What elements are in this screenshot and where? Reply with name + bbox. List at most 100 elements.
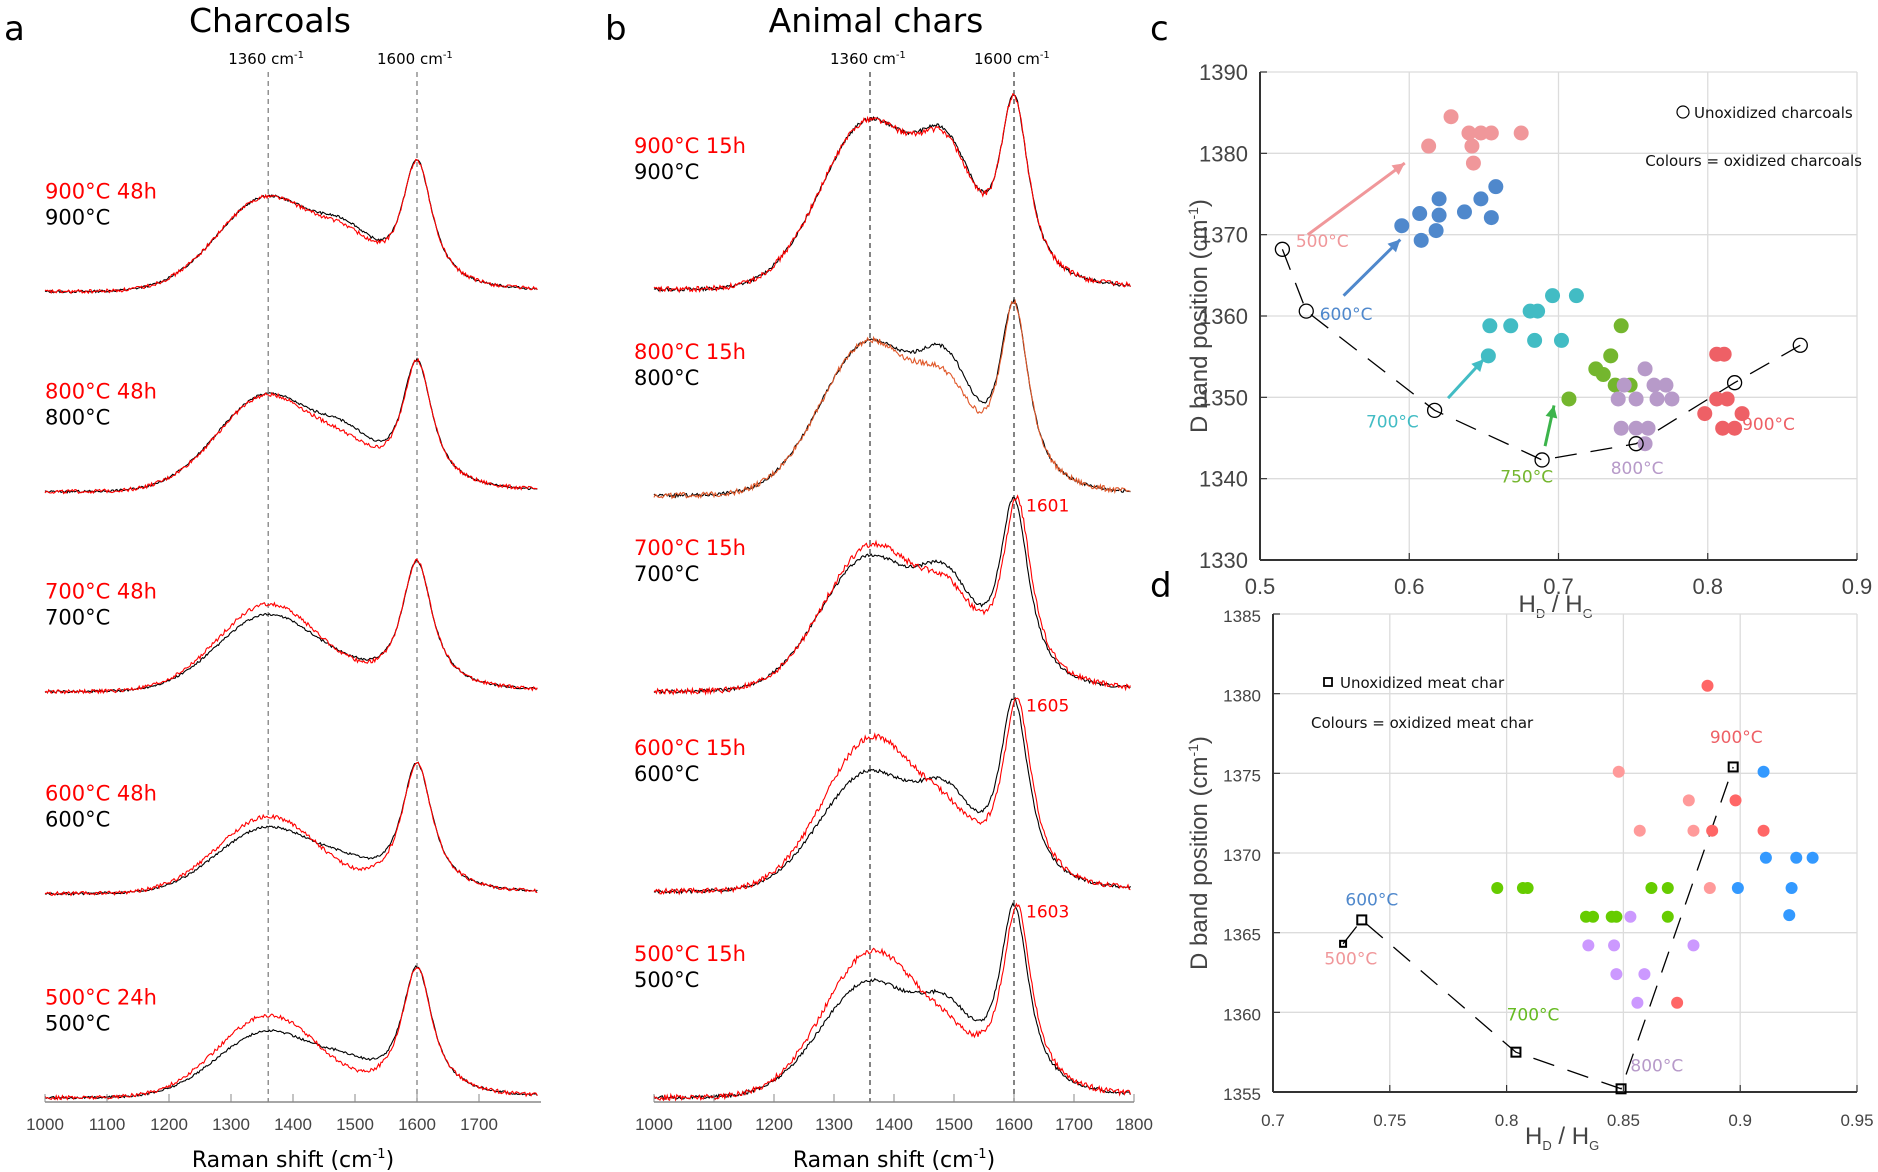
point-500c-1 — [1633, 824, 1646, 837]
spectrum-black-2 — [44, 559, 538, 694]
oxidized-label-2: 700°C 15h — [634, 536, 746, 560]
point-700c-3 — [1645, 882, 1658, 895]
oxidized-label-1: 800°C 15h — [634, 340, 746, 364]
point-500c-5 — [1513, 125, 1529, 141]
arrow-head-3 — [1545, 405, 1558, 419]
paren: ) — [1186, 736, 1213, 744]
spectrum-red-4 — [653, 902, 1131, 1103]
annotation-900°C: 900°C — [1710, 728, 1763, 748]
annotation-600°C: 600°C — [1345, 891, 1398, 911]
unoxidized-marker-3 — [1534, 452, 1550, 468]
spectrum-red-1 — [44, 357, 538, 495]
spectrum-red-2 — [653, 494, 1131, 696]
x-tick-label: 0.7 — [1543, 574, 1574, 599]
oxidized-label-0: 900°C 15h — [634, 134, 746, 158]
arrow-head-1 — [1387, 239, 1401, 253]
point-600c-9 — [1483, 210, 1499, 226]
x-tick-label: 1500 — [336, 1115, 374, 1134]
point-500c-0 — [1612, 765, 1625, 778]
point-750c-3 — [1613, 318, 1629, 334]
spectrum-red-2 — [44, 558, 538, 695]
panel-letter-a: a — [4, 9, 25, 49]
unoxidized-marker-2 — [1426, 402, 1443, 418]
point-700c-4 — [1530, 303, 1546, 319]
reference-label-1600: 1600 cm-1 — [377, 50, 453, 68]
unoxidized-marker-3 — [1615, 1083, 1627, 1095]
unoxidized-marker-4 — [1727, 761, 1739, 773]
point-700c-0 — [1491, 882, 1504, 895]
x-tick-label: 0.9 — [1842, 574, 1873, 599]
slash: / H — [1552, 1123, 1589, 1150]
x-tick-label: 1300 — [212, 1115, 250, 1134]
point-800c-10 — [1640, 420, 1656, 436]
point-600c-5 — [1428, 223, 1444, 239]
y-tick-label: 1380 — [1199, 141, 1248, 166]
unoxidized-trend-line — [1342, 766, 1734, 1090]
point-500c-7 — [1465, 155, 1481, 171]
point-750c-4 — [1588, 361, 1604, 377]
y-tick-label: 1350 — [1199, 385, 1248, 410]
point-900c-5 — [1715, 420, 1731, 436]
x-tick-label: 0.5 — [1245, 574, 1276, 599]
unoxidized-label-4: 500°C — [634, 968, 699, 992]
point-700c-8 — [1610, 910, 1623, 923]
y-tick-label: 1375 — [1223, 766, 1261, 785]
x-tick-label: 1100 — [89, 1115, 126, 1134]
x-axis-label: HD / HG — [1519, 591, 1593, 621]
point-900c-4 — [1671, 996, 1684, 1009]
x-axis-label: Raman shift (cm-1) — [192, 1147, 394, 1172]
point-600c-6 — [1456, 204, 1472, 220]
point-800c-6 — [1631, 996, 1644, 1009]
subscript: D — [1542, 1138, 1551, 1153]
point-700c-7 — [1527, 332, 1543, 348]
unoxidized-label-0: 900°C — [45, 205, 110, 229]
spectrum-red-0 — [44, 158, 538, 295]
point-500c-4 — [1483, 125, 1499, 141]
x-tick-label: 1200 — [755, 1115, 793, 1134]
y-tick-label: 1385 — [1223, 607, 1261, 626]
annotation-800°C: 800°C — [1611, 459, 1664, 479]
legend-colours: Colours = oxidized meat char — [1311, 714, 1534, 732]
y-tick-label: 1360 — [1199, 304, 1248, 329]
x-tick-label: 0.75 — [1373, 1111, 1406, 1130]
x-tick-label: 1400 — [274, 1115, 312, 1134]
x-tick-label: 1700 — [1055, 1115, 1093, 1134]
point-500c-4 — [1703, 882, 1716, 895]
unoxidized-marker-0 — [1339, 939, 1348, 948]
paren: ) — [987, 1148, 996, 1172]
point-600c-1 — [1759, 851, 1772, 864]
arrow-head-2 — [1471, 359, 1484, 373]
point-600c-4 — [1413, 232, 1429, 248]
legend-unoxidized: Unoxidized charcoals — [1694, 104, 1853, 122]
point-500c-1 — [1421, 138, 1437, 154]
point-600c-7 — [1473, 191, 1489, 207]
point-500c-3 — [1687, 824, 1700, 837]
superscript: -1 — [896, 50, 906, 61]
point-600c-1 — [1412, 206, 1428, 222]
spectrum-black-4 — [653, 902, 1131, 1100]
peak-annotation-3: 1605 — [1026, 697, 1069, 717]
point-900c-7 — [1734, 406, 1750, 422]
spectrum-black-2 — [653, 496, 1131, 695]
annotation-600°C: 600°C — [1320, 305, 1373, 325]
superscript: -1 — [373, 1147, 386, 1162]
reference-label-1600: 1600 cm-1 — [974, 50, 1050, 68]
point-800c-3 — [1687, 939, 1700, 952]
arrow-0 — [1306, 161, 1406, 236]
x-tick-label: 0.95 — [1840, 1111, 1873, 1130]
panel-d-scatter: 0.7 0.75 0.8 0.85 0.9 0.95 1355 1360 1365 1370 137… — [1185, 607, 1874, 1153]
point-900c-2 — [1709, 391, 1725, 407]
unoxidized-label-3: 600°C — [634, 762, 699, 786]
x-tick-label: 0.8 — [1692, 574, 1723, 599]
point-800c-0 — [1637, 361, 1653, 377]
point-800c-9 — [1628, 420, 1644, 436]
reference-label-1360: 1360 cm-1 — [830, 50, 906, 68]
unoxidized-marker-4 — [1628, 436, 1644, 452]
y-tick-label: 1340 — [1199, 467, 1248, 492]
point-700c-1 — [1482, 318, 1498, 334]
reference-label-1360: 1360 cm-1 — [228, 50, 304, 68]
unoxidized-trend-line — [1281, 249, 1801, 461]
point-900c-6 — [1727, 420, 1743, 436]
